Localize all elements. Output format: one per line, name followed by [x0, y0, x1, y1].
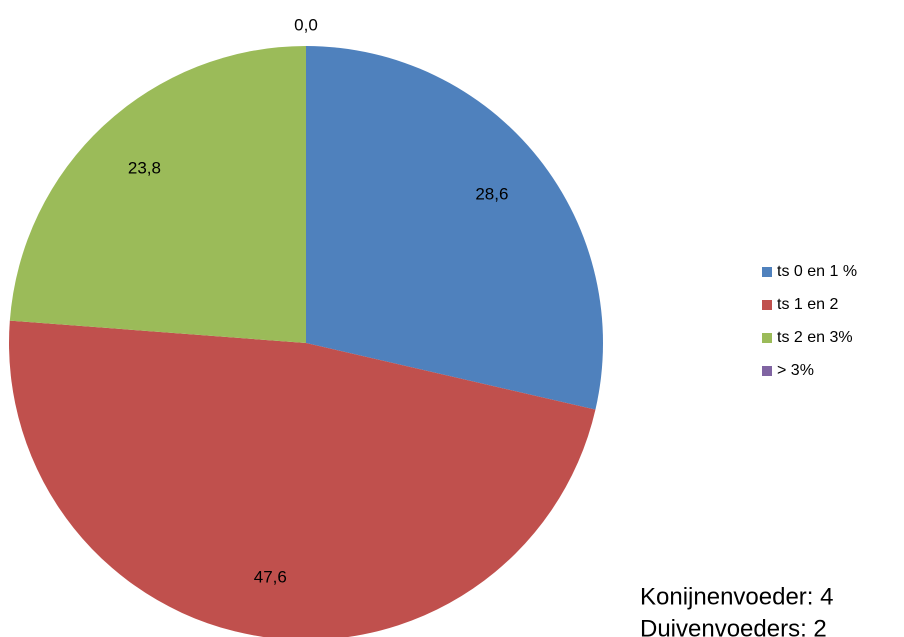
data-label: 23,8 — [128, 158, 161, 177]
legend-label: ts 0 en 1 % — [777, 263, 857, 280]
data-label: 28,6 — [475, 185, 508, 204]
legend-label: ts 1 en 2 — [777, 296, 838, 313]
pie-slice — [9, 46, 306, 343]
legend-swatch — [762, 267, 772, 277]
legend-swatch — [762, 333, 772, 343]
annotation: Duivenvoeders: 2 — [640, 615, 827, 637]
data-label: 0,0 — [294, 15, 318, 34]
legend-swatch — [762, 366, 772, 376]
data-label: 47,6 — [254, 567, 287, 586]
legend-swatch — [762, 300, 772, 310]
legend-label: ts 2 en 3% — [777, 329, 853, 346]
legend-label: > 3% — [777, 362, 814, 379]
pie-slice — [306, 46, 603, 410]
pie-slice — [9, 320, 596, 637]
annotation: Konijnenvoeder: 4 — [640, 583, 833, 610]
